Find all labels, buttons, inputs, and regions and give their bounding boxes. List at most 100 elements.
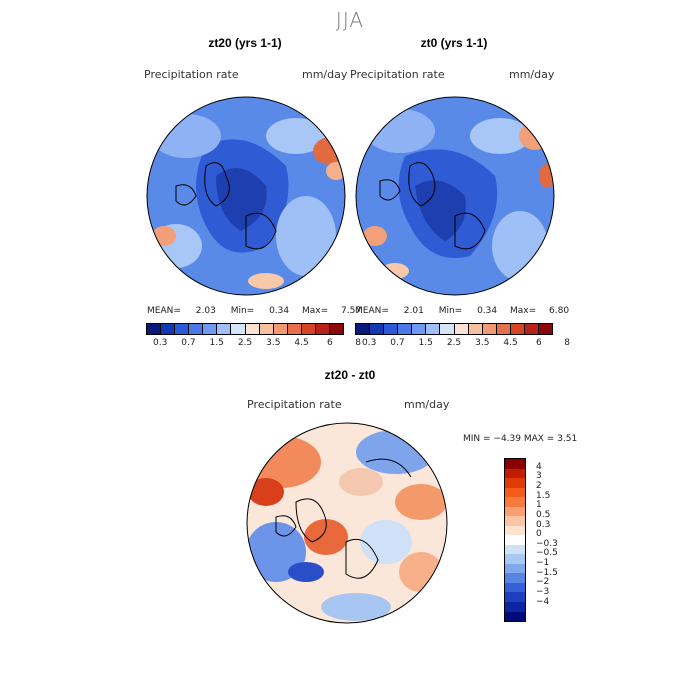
- panel2-max-value: 6.80: [549, 306, 570, 316]
- panel2-colorbar-tick-label: 3.5: [475, 338, 490, 348]
- panel1-colorbar-tick-label: 3.5: [266, 338, 281, 348]
- panel1-field-mid-ne: [266, 118, 326, 154]
- panel1-colorbar-swatch: [259, 324, 274, 334]
- panel1-max-value: 7.57: [341, 306, 362, 316]
- panel2-colorbar-swatch: [539, 324, 553, 334]
- diff-colorbar-tick-label: 2: [536, 480, 542, 491]
- diff-colorbar-swatch: [505, 535, 525, 545]
- panel1-colorbar-tick-label: 0.3: [152, 338, 168, 348]
- figure-title: JJA: [335, 8, 365, 32]
- panel1-mean-value: 2.03: [195, 306, 216, 316]
- diff-colorbar-tick-label: −3: [536, 587, 550, 598]
- panel2-colorbar-swatch: [384, 324, 399, 334]
- diff-title: zt20 - zt0: [324, 368, 376, 382]
- diff-colorbar-tick-label: 3: [536, 471, 542, 482]
- diff-colorbar-swatch: [505, 478, 525, 488]
- panel2-colorbar-tick-label: 4.5: [503, 338, 518, 348]
- panel2-coastlines: [379, 162, 486, 250]
- panel1-coastlines: [175, 162, 277, 250]
- diff-field-neutral-c: [360, 520, 412, 564]
- panel2-field-high-w: [363, 226, 387, 246]
- panel1-colorbar-tick-label: 4.5: [294, 338, 309, 348]
- panel1-title: zt20 (yrs 1-1): [208, 36, 282, 50]
- diff-colorbar-ticks: 4 3 2 1.5 1 0.5 0.3 0 −0.3 −0.5 −1 −1.5 −2 −3 −4: [536, 458, 576, 622]
- panel1-colorbar-tick-label: 2.5: [237, 338, 253, 348]
- panel1-colorbar-ticks: 0.3 0.7 1.5 2.5 3.5 4.5 6 8: [146, 338, 361, 350]
- diff-colorbar-swatch: [505, 582, 525, 593]
- diff-colorbar-swatch: [505, 554, 525, 564]
- diff-map-border: [246, 422, 448, 624]
- diff-colorbar-tick-label: 0: [536, 529, 542, 540]
- diff-field-neg-w2: [288, 562, 324, 582]
- diff-field-pos-cn: [339, 468, 383, 496]
- panel1-colorbar-swatch: [231, 324, 246, 334]
- diff-colorbar-swatch: [505, 459, 525, 469]
- diff-colorbar: [504, 458, 526, 622]
- diff-colorbar-swatch: [505, 487, 525, 498]
- panel1-colorbar-swatch: [161, 324, 176, 334]
- diff-field-pos-c: [304, 519, 348, 555]
- diff-field-neg-s: [321, 593, 391, 621]
- panel1-colorbar-tick-label: 1.5: [209, 338, 224, 348]
- panel1-mean-label: MEAN=: [147, 306, 181, 316]
- panel2-mean-value: 2.01: [403, 306, 424, 316]
- panel1-colorbar-tick-label: 0.7: [181, 338, 196, 348]
- panel2-max-label: Max=: [510, 306, 537, 316]
- diff-polar-map: [246, 422, 448, 624]
- diff-colorbar-tick-label: −2: [536, 577, 550, 588]
- panel1-colorbar-swatch: [273, 324, 288, 334]
- panel2-title: zt0 (yrs 1-1): [420, 36, 488, 50]
- panel1-colorbar-swatch: [147, 324, 162, 334]
- panel1-min-label: Min=: [230, 306, 255, 316]
- panel2-units: mm/day: [509, 68, 555, 81]
- panel2-colorbar-swatch: [482, 324, 497, 334]
- diff-field-pos-nw2: [248, 478, 284, 506]
- panel1-map-border: [146, 96, 346, 296]
- panel2-stats: MEAN= 2.01 Min= 0.34 Max= 6.80: [355, 306, 569, 316]
- panel2-field-mid-ne: [470, 118, 530, 154]
- diff-colorbar-tick-label: −1.5: [536, 567, 558, 578]
- panel1-colorbar-swatch: [203, 324, 218, 334]
- panel1-polar-map: [146, 96, 346, 296]
- diff-colorbar-tick-label: 1.5: [536, 490, 551, 501]
- panel2-field-high-e: [519, 122, 551, 150]
- panel2-field-high-sw: [381, 263, 409, 279]
- panel2-colorbar-tick-label: 6: [535, 338, 542, 348]
- panel1-min-value: 0.34: [269, 306, 290, 316]
- panel2-field-high-e2: [539, 164, 554, 188]
- diff-colorbar-tick-label: −0.5: [536, 548, 558, 559]
- diff-colorbar-tick-label: −0.3: [536, 538, 558, 549]
- panel2-colorbar-swatch: [468, 324, 483, 334]
- panel2-colorbar-swatch: [440, 324, 455, 334]
- panel1-field-mid-se: [276, 196, 336, 276]
- diff-field-pos-ne: [395, 484, 447, 520]
- panel1-field-high-s: [248, 273, 284, 289]
- diff-colorbar-swatch: [505, 601, 525, 612]
- panel1-colorbar-swatch: [189, 324, 204, 334]
- panel1-field-mid-nw: [151, 114, 221, 158]
- panel1-colorbar-swatch: [330, 324, 344, 334]
- panel2-field-lowest: [415, 180, 466, 241]
- panel1-colorbar-tick-label: 6: [326, 338, 333, 348]
- diff-colorbar-tick-label: 0.3: [536, 519, 551, 530]
- panel2-min-label: Min=: [438, 306, 463, 316]
- diff-variable: Precipitation rate: [247, 398, 342, 411]
- diff-colorbar-swatch: [505, 573, 525, 583]
- panel1-variable: Precipitation rate: [144, 68, 239, 81]
- panel2-map-border: [355, 96, 555, 296]
- panel2-field-mid-nw: [365, 109, 435, 153]
- panel1-colorbar-swatch: [315, 324, 331, 334]
- panel1-stats: MEAN= 2.03 Min= 0.34 Max= 7.57: [147, 306, 361, 316]
- panel2-colorbar-swatch: [454, 324, 469, 334]
- diff-colorbar-tick-label: −4: [536, 596, 550, 607]
- panel2-colorbar-swatch: [412, 324, 427, 334]
- panel2-colorbar-tick-label: 8: [564, 338, 571, 348]
- panel2-colorbar-swatch: [426, 324, 441, 334]
- panel1-units: mm/day: [302, 68, 348, 81]
- diff-colorbar-swatch: [505, 544, 525, 555]
- panel1-colorbar-swatch: [175, 324, 190, 334]
- panel1-colorbar-tick-label: 8: [355, 338, 362, 348]
- diff-colorbar-swatch: [505, 516, 525, 526]
- panel1-colorbar-swatch: [301, 324, 316, 334]
- diff-colorbar-swatch: [505, 506, 525, 517]
